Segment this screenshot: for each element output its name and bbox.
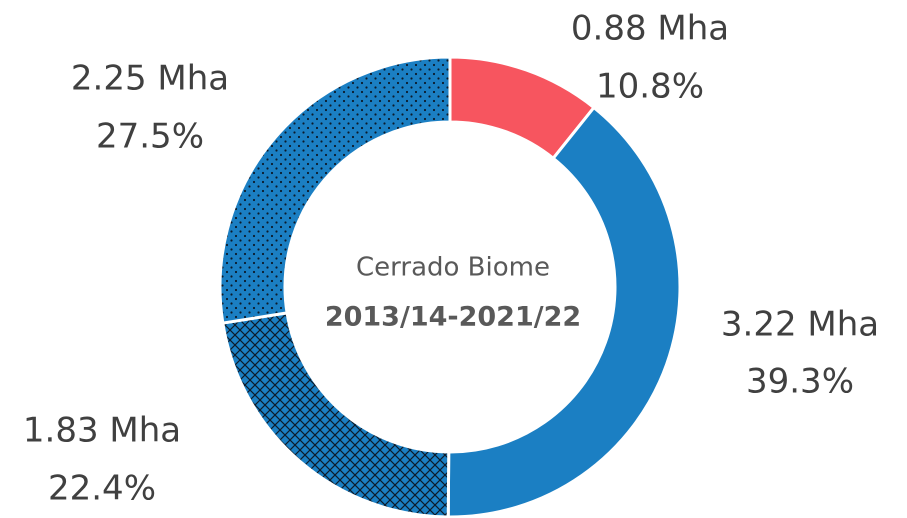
value-label: 3.22 Mha <box>721 305 879 345</box>
donut-slice <box>218 55 452 325</box>
percent-label: 27.5% <box>96 117 204 157</box>
percent-label: 22.4% <box>48 469 156 509</box>
donut-slice <box>446 105 682 518</box>
value-label: 1.83 Mha <box>23 411 181 451</box>
value-label: 2.25 Mha <box>71 59 229 99</box>
center-title: Cerrado Biome <box>356 253 550 283</box>
value-label: 0.88 Mha <box>571 9 729 49</box>
center-subtitle: 2013/14-2021/22 <box>325 302 581 333</box>
percent-label: 39.3% <box>746 362 854 402</box>
donut-slice <box>221 311 451 518</box>
percent-label: 10.8% <box>596 67 704 107</box>
